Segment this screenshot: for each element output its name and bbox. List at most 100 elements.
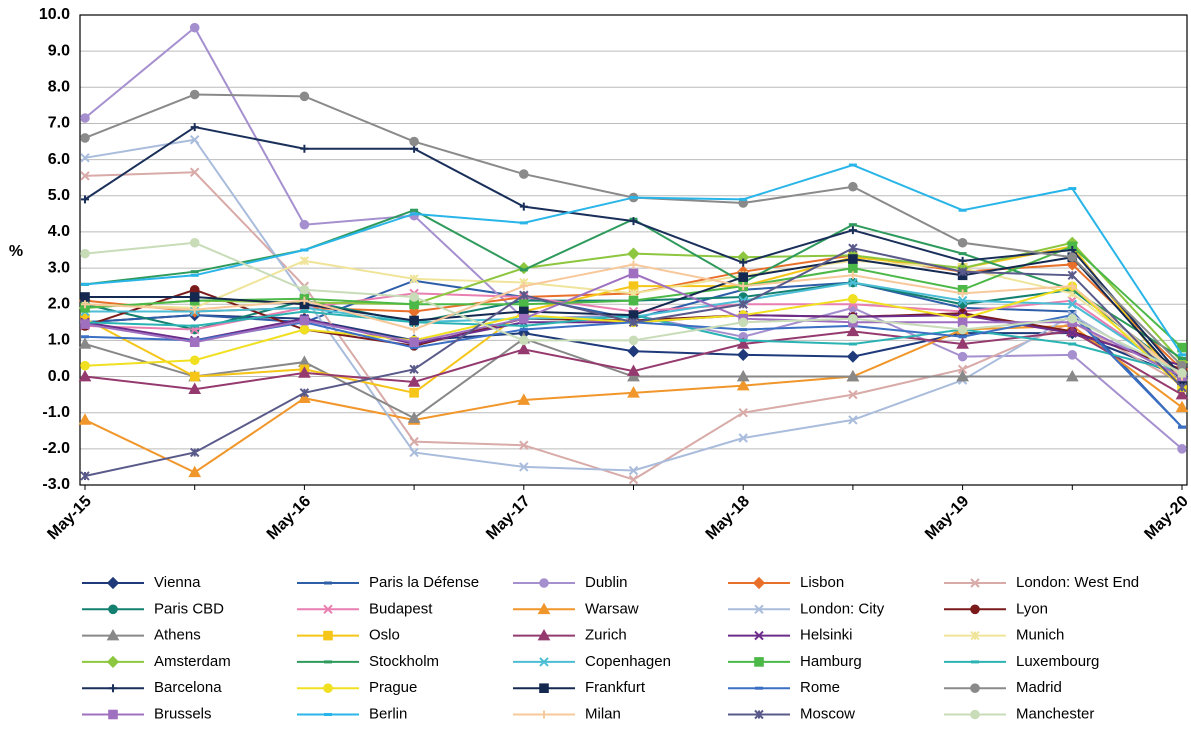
- legend-marker: [539, 657, 549, 667]
- legend-label: Amsterdam: [154, 653, 231, 670]
- legend-item: Oslo: [297, 627, 400, 644]
- point: [80, 113, 90, 123]
- y-tick-label: 0.0: [48, 368, 70, 385]
- point: [848, 254, 858, 264]
- point: [848, 415, 858, 425]
- point: [1175, 387, 1189, 400]
- point: [736, 369, 750, 382]
- point: [848, 263, 858, 273]
- point: [736, 378, 750, 391]
- point: [189, 355, 200, 366]
- legend-marker: [754, 709, 764, 720]
- point: [299, 256, 310, 266]
- legend-item: Frankfurt: [513, 679, 646, 696]
- point: [629, 217, 638, 226]
- point: [299, 315, 310, 326]
- legend-label: Barcelona: [154, 679, 222, 696]
- series: [81, 163, 1186, 357]
- point: [299, 324, 310, 335]
- x-tick-label: May-19: [922, 493, 972, 543]
- point: [80, 471, 90, 481]
- point: [81, 195, 89, 204]
- legend-item: Vienna: [82, 574, 201, 591]
- point: [1067, 299, 1078, 309]
- point: [519, 440, 529, 450]
- legend-label: Manchester: [1016, 705, 1094, 722]
- point: [299, 388, 310, 398]
- y-tick-label: 9.0: [48, 42, 70, 59]
- point: [189, 135, 200, 145]
- legend-label: Zurich: [585, 627, 627, 644]
- legend-item: Athens: [82, 627, 201, 644]
- point: [628, 268, 639, 279]
- point: [518, 169, 529, 179]
- series: [78, 324, 1189, 400]
- point: [519, 290, 529, 300]
- legend-label: Brussels: [154, 705, 212, 722]
- point: [518, 313, 529, 324]
- point: [848, 181, 858, 192]
- point: [846, 350, 860, 363]
- point: [628, 335, 639, 346]
- point: [189, 237, 200, 248]
- point: [1177, 444, 1187, 454]
- series: [80, 243, 1187, 481]
- legend-item: Helsinki: [728, 627, 853, 644]
- legend-label: Paris CBD: [154, 600, 224, 617]
- point: [407, 375, 421, 387]
- legend-label: London: City: [800, 600, 885, 617]
- legend-item: Madrid: [944, 679, 1062, 696]
- legend-marker: [106, 628, 120, 641]
- legend-item: Barcelona: [82, 679, 222, 696]
- legend-marker: [752, 576, 766, 590]
- y-tick-label: -3.0: [42, 476, 70, 493]
- point: [956, 369, 969, 382]
- point: [189, 447, 200, 458]
- point: [957, 237, 968, 248]
- legend-marker: [537, 628, 551, 641]
- legend-item: Paris la Défense: [297, 574, 479, 591]
- point: [848, 243, 858, 253]
- point: [958, 289, 967, 298]
- point: [189, 167, 200, 177]
- legend-label: Budapest: [369, 600, 433, 617]
- point: [409, 337, 419, 347]
- point: [409, 447, 419, 458]
- y-tick-label: -2.0: [42, 440, 70, 457]
- point: [189, 89, 200, 100]
- point: [189, 337, 200, 347]
- point: [78, 413, 92, 425]
- legend-label: Frankfurt: [585, 679, 646, 696]
- point: [628, 281, 639, 291]
- legend-label: Athens: [154, 627, 201, 644]
- point: [298, 391, 311, 404]
- point: [627, 369, 640, 382]
- legend-item: Luxembourg: [944, 653, 1099, 670]
- point: [738, 407, 748, 418]
- point: [80, 171, 90, 181]
- legend-label: Hamburg: [800, 653, 862, 670]
- point: [627, 247, 640, 260]
- legend-marker: [754, 630, 764, 641]
- legend-label: Copenhagen: [585, 653, 671, 670]
- legend-item: Copenhagen: [513, 653, 671, 670]
- point: [410, 325, 419, 334]
- point: [1068, 282, 1077, 291]
- point: [846, 324, 860, 337]
- point: [299, 219, 310, 230]
- legend-label: Prague: [369, 679, 417, 696]
- point: [409, 388, 419, 398]
- point: [848, 226, 857, 235]
- legend-marker: [540, 710, 548, 719]
- legend-label: Madrid: [1016, 679, 1062, 696]
- legend-marker: [108, 604, 118, 615]
- point: [80, 360, 90, 371]
- point: [409, 274, 419, 284]
- legend-label: Rome: [800, 679, 840, 696]
- point: [628, 310, 639, 320]
- point: [407, 411, 421, 423]
- legend-label: Stockholm: [369, 653, 439, 670]
- point: [517, 342, 531, 355]
- legend-item: Zurich: [513, 627, 627, 644]
